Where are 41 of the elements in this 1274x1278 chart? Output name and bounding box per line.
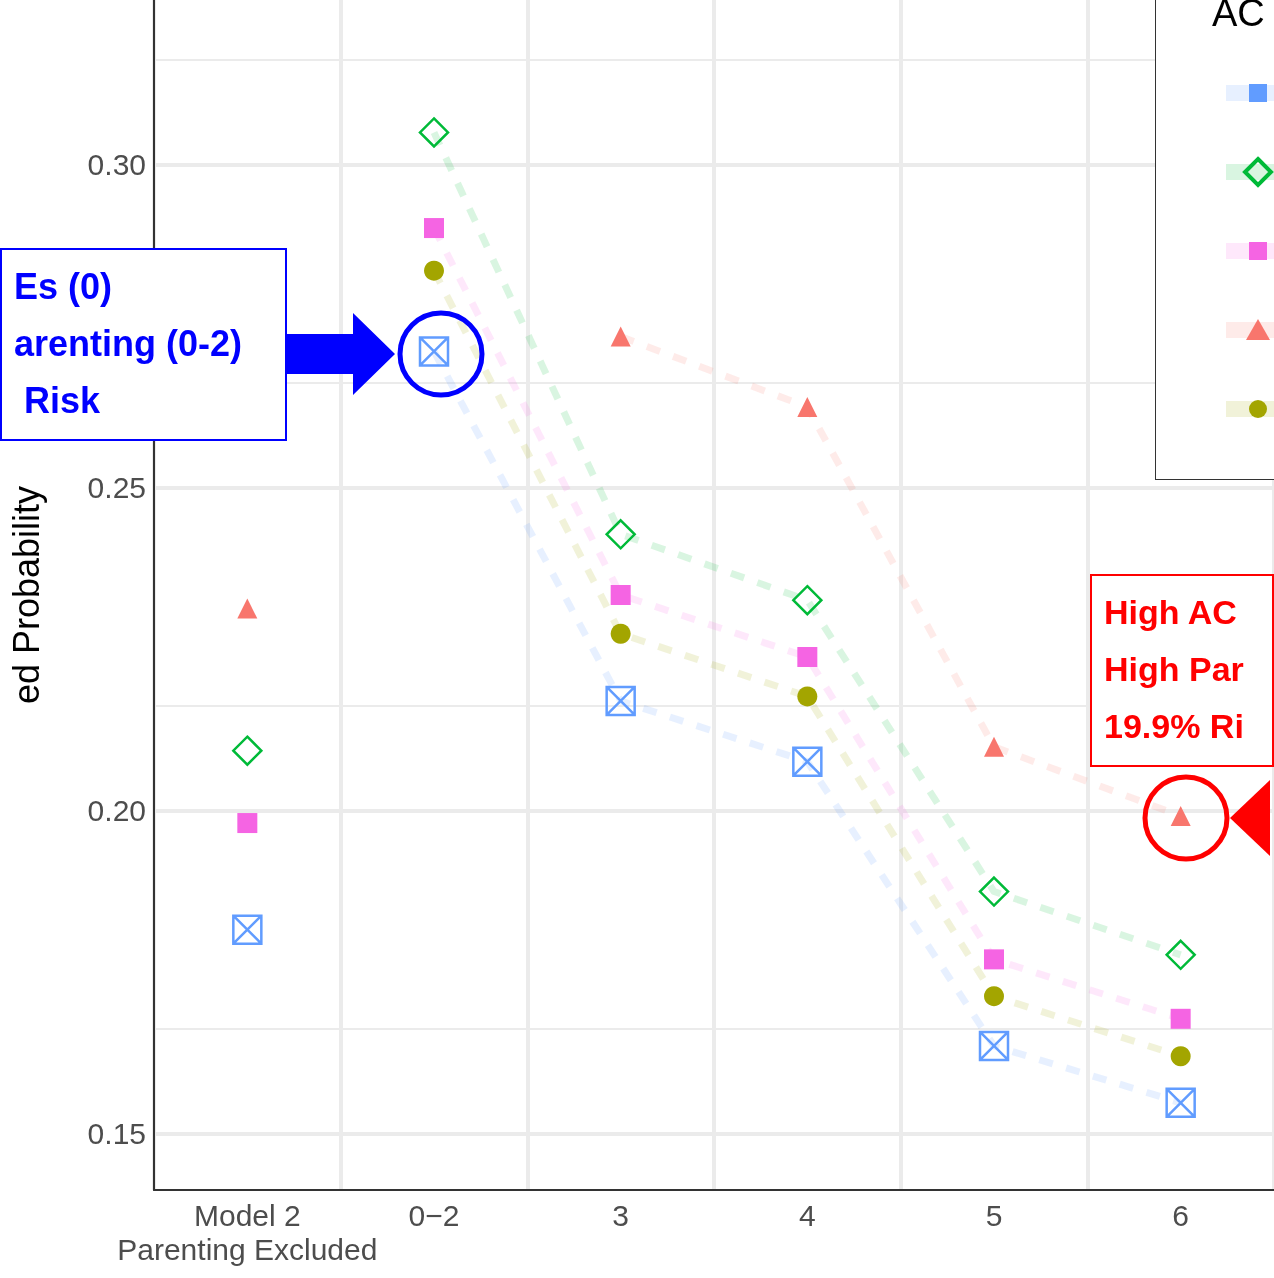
- y-tick-label: 0.30: [87, 148, 146, 182]
- point: [797, 647, 818, 668]
- point: [984, 986, 1004, 1007]
- point: [424, 218, 444, 239]
- annotation: Es (0) arenting (0-2) Risk: [0, 248, 287, 441]
- point: [237, 813, 258, 834]
- y-tick-label: 0.15: [87, 1117, 146, 1151]
- point: [1165, 939, 1196, 971]
- point: [424, 260, 444, 281]
- point: [605, 519, 636, 550]
- point: [237, 598, 258, 619]
- point: [1170, 1046, 1191, 1067]
- point: [984, 949, 1004, 970]
- x-tick-label: 0−2: [408, 1198, 460, 1232]
- y-tick-label: 0.25: [87, 471, 146, 505]
- point: [1165, 1087, 1196, 1119]
- point: [232, 735, 263, 766]
- x-tick-label: 5: [985, 1198, 1003, 1232]
- point: [797, 686, 818, 707]
- point: [978, 1030, 1010, 1062]
- point: [1170, 1008, 1191, 1029]
- point: [984, 736, 1004, 757]
- point: [792, 584, 823, 616]
- x-tick-label: 4: [798, 1198, 816, 1232]
- x-tick-label: 6: [1172, 1198, 1190, 1232]
- point: [792, 746, 823, 777]
- point: [232, 914, 263, 945]
- point: [1170, 805, 1191, 826]
- point: [605, 685, 636, 717]
- point: [610, 326, 631, 347]
- point: [418, 117, 450, 148]
- y-axis-title: ed Probability: [5, 485, 47, 705]
- point: [797, 397, 818, 417]
- legend-title: AC: [1212, 0, 1265, 35]
- y-tick-label: 0.20: [87, 794, 146, 828]
- annotation: High AC High Par 19.9% Ri: [1090, 574, 1274, 767]
- x-tick-label: 3: [612, 1198, 630, 1232]
- point: [978, 876, 1010, 907]
- point: [610, 623, 631, 644]
- x-tick-label: Model 2 Parenting Excluded: [117, 1198, 378, 1266]
- point: [610, 585, 631, 605]
